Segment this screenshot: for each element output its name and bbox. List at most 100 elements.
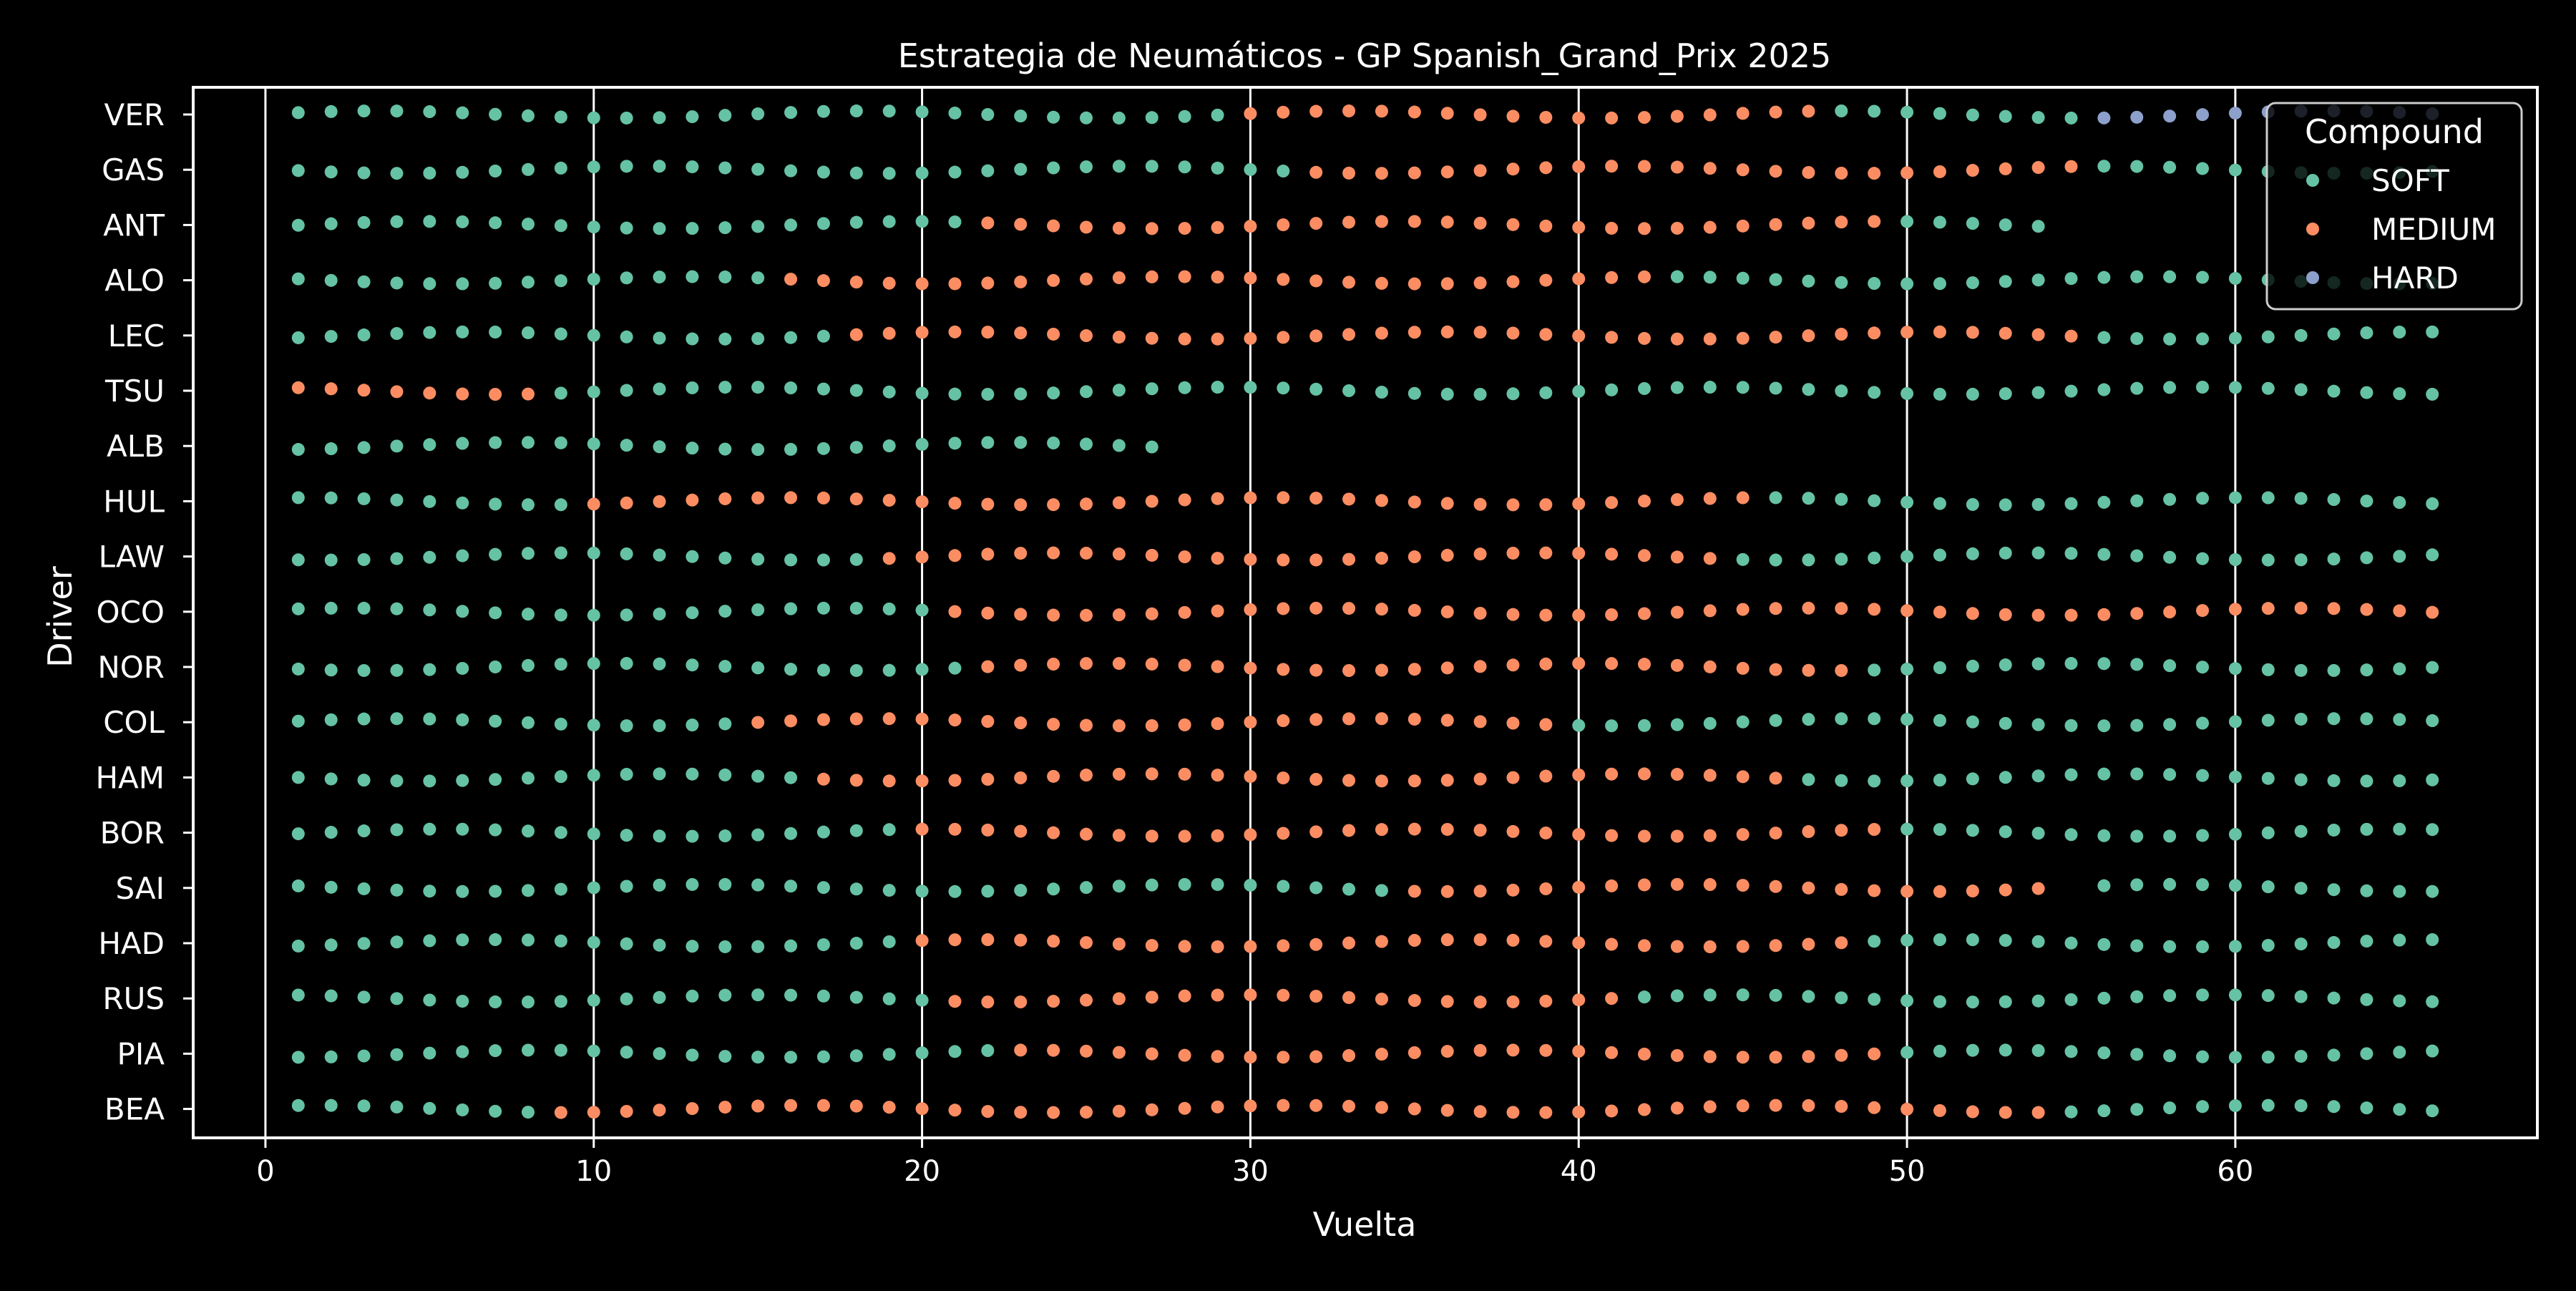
lap-point-ver-3 — [357, 104, 371, 118]
lap-point-bor-61 — [2261, 826, 2275, 839]
lap-point-had-22 — [981, 933, 995, 947]
x-tick-label-0: 0 — [256, 1155, 274, 1188]
legend-box — [2265, 102, 2523, 311]
lap-point-bor-4 — [390, 823, 404, 837]
lap-point-gas-26 — [1112, 160, 1126, 173]
lap-point-sai-13 — [686, 877, 699, 891]
lap-point-pia-34 — [1375, 1048, 1388, 1061]
lap-point-col-49 — [1868, 712, 1881, 726]
lap-point-had-47 — [1802, 937, 1815, 951]
lap-point-law-14 — [718, 551, 732, 565]
lap-point-ver-45 — [1736, 107, 1750, 120]
lap-point-hul-28 — [1178, 493, 1191, 507]
lap-point-nor-41 — [1605, 657, 1619, 671]
lap-point-ver-28 — [1178, 109, 1191, 123]
lap-point-rus-59 — [2196, 988, 2209, 1002]
lap-point-rus-56 — [2097, 991, 2111, 1005]
lap-point-alb-9 — [554, 436, 567, 449]
lap-point-oco-1 — [291, 602, 305, 615]
lap-point-gas-19 — [882, 167, 896, 180]
lap-point-bor-7 — [489, 823, 502, 837]
lap-point-pia-62 — [2294, 1050, 2308, 1063]
lap-point-ant-3 — [357, 215, 371, 229]
lap-point-alo-31 — [1277, 273, 1290, 286]
lap-point-had-28 — [1178, 940, 1191, 953]
lap-point-nor-25 — [1080, 657, 1093, 671]
lap-point-oco-29 — [1211, 604, 1224, 618]
lap-point-nor-15 — [751, 661, 765, 675]
lap-point-had-37 — [1473, 933, 1487, 947]
lap-point-tsu-13 — [686, 381, 699, 394]
lap-point-sai-15 — [751, 878, 765, 892]
lap-point-had-10 — [587, 935, 600, 949]
lap-point-lec-7 — [489, 325, 502, 338]
lap-point-pia-45 — [1736, 1051, 1750, 1064]
lap-point-tsu-22 — [981, 387, 995, 401]
lap-point-nor-61 — [2261, 663, 2275, 676]
lap-point-ver-46 — [1769, 105, 1782, 119]
lap-point-tsu-57 — [2130, 381, 2144, 395]
lap-point-had-58 — [2163, 940, 2177, 953]
lap-point-oco-19 — [882, 602, 896, 615]
lap-point-law-29 — [1211, 552, 1224, 565]
lap-point-nor-6 — [456, 661, 469, 675]
lap-point-lec-15 — [751, 332, 765, 346]
lap-point-gas-59 — [2196, 162, 2209, 175]
lap-point-hul-18 — [849, 492, 863, 506]
lap-point-gas-12 — [653, 160, 666, 173]
lap-point-ham-65 — [2393, 774, 2406, 788]
lap-point-lec-55 — [2064, 329, 2078, 343]
lap-point-col-52 — [1966, 715, 1979, 729]
lap-point-oco-15 — [751, 603, 765, 617]
lap-point-ham-55 — [2064, 768, 2078, 781]
lap-point-ant-30 — [1244, 220, 1257, 233]
lap-point-col-12 — [653, 719, 666, 733]
lap-point-sai-44 — [1703, 878, 1717, 892]
lap-point-hul-49 — [1868, 494, 1881, 507]
lap-point-had-24 — [1047, 935, 1060, 948]
lap-point-alo-46 — [1769, 273, 1782, 286]
lap-point-nor-52 — [1966, 659, 1979, 673]
lap-point-oco-2 — [324, 601, 338, 615]
lap-point-lec-54 — [2031, 328, 2045, 341]
lap-point-hul-46 — [1769, 491, 1782, 505]
lap-point-bor-11 — [620, 829, 633, 842]
lap-point-ham-3 — [357, 774, 371, 787]
lap-point-ham-25 — [1080, 769, 1093, 782]
lap-point-alo-33 — [1342, 276, 1356, 289]
lap-point-bor-12 — [653, 829, 666, 843]
lap-point-rus-21 — [948, 995, 962, 1008]
lap-point-tsu-41 — [1605, 383, 1619, 396]
lap-point-tsu-32 — [1309, 382, 1323, 396]
lap-point-bor-41 — [1605, 829, 1619, 842]
lap-point-bor-44 — [1703, 829, 1717, 842]
lap-point-law-43 — [1670, 550, 1684, 564]
lap-point-lec-44 — [1703, 332, 1717, 346]
lap-point-had-55 — [2064, 936, 2078, 950]
lap-point-law-63 — [2327, 552, 2341, 566]
lap-point-had-20 — [915, 934, 929, 947]
lap-point-oco-10 — [587, 608, 600, 622]
lap-point-sai-8 — [522, 884, 535, 897]
lap-point-lec-17 — [816, 329, 830, 343]
lap-point-tsu-12 — [653, 382, 666, 396]
lap-point-bor-48 — [1835, 824, 1848, 837]
lap-point-sai-26 — [1112, 880, 1126, 893]
lap-point-hul-13 — [686, 493, 699, 507]
lap-point-rus-60 — [2228, 988, 2242, 1002]
lap-point-ham-10 — [587, 769, 600, 782]
lap-point-ant-37 — [1473, 216, 1487, 230]
lap-point-alb-16 — [784, 442, 798, 456]
lap-point-bea-47 — [1802, 1098, 1815, 1112]
lap-point-lec-41 — [1605, 331, 1619, 344]
lap-point-pia-15 — [751, 1051, 765, 1064]
lap-point-had-15 — [751, 940, 765, 953]
lap-point-gas-55 — [2064, 160, 2078, 173]
lap-point-tsu-58 — [2163, 381, 2177, 394]
lap-point-tsu-54 — [2031, 386, 2045, 399]
y-tick-label-had: HAD — [98, 926, 165, 961]
lap-point-ham-54 — [2031, 769, 2045, 783]
lap-point-bor-3 — [357, 824, 371, 838]
